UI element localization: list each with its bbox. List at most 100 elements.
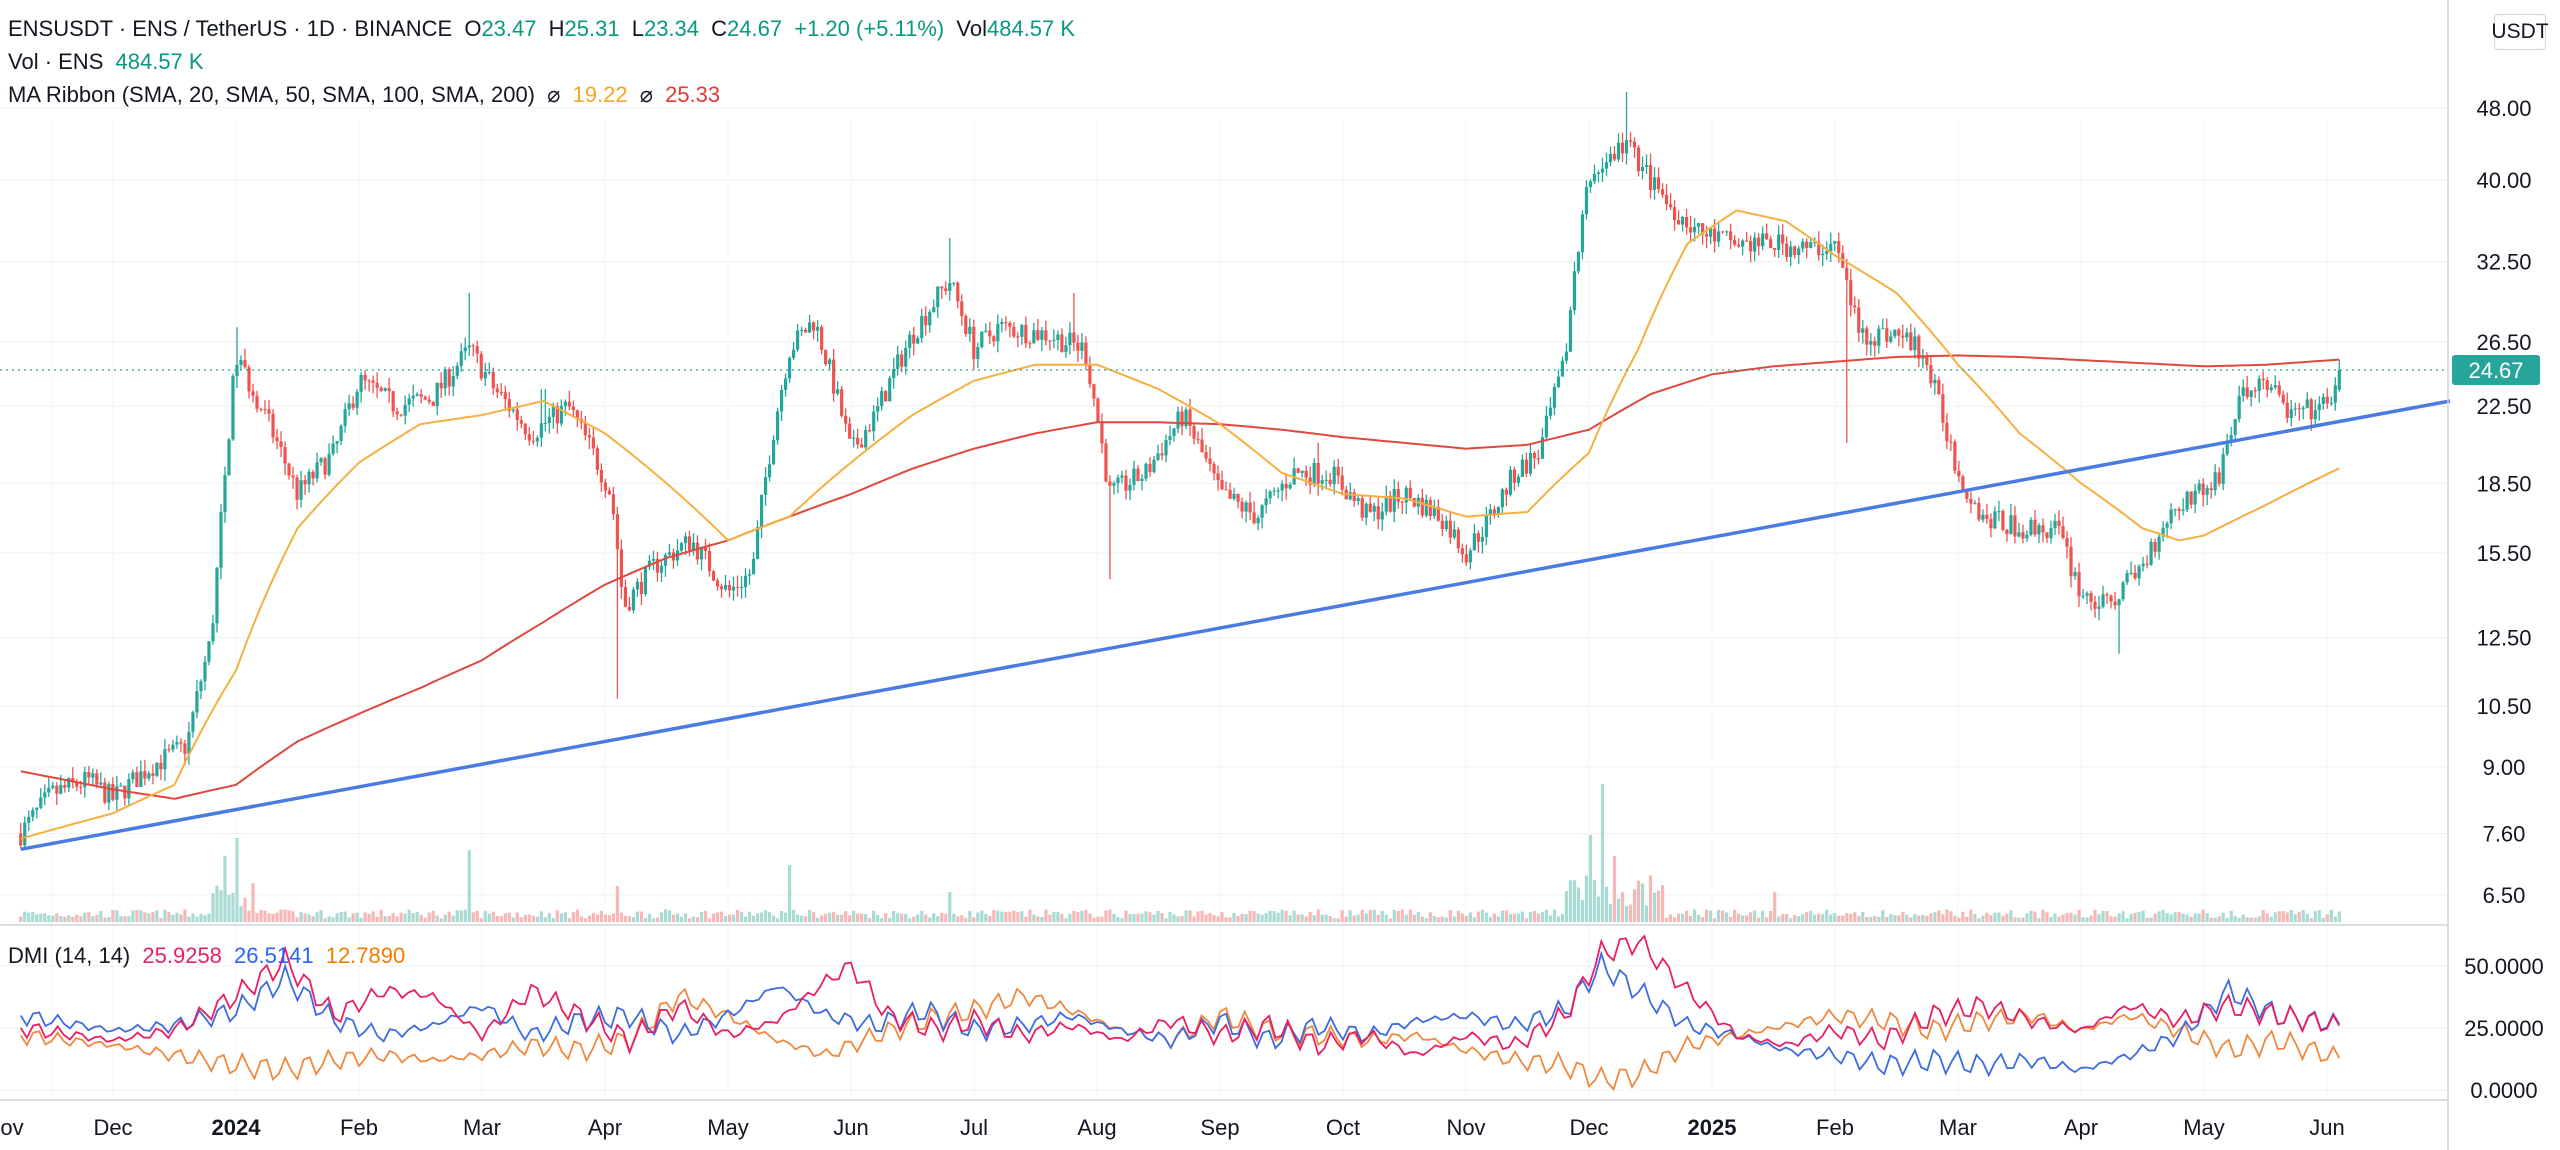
candle-body <box>99 782 103 785</box>
candle <box>856 428 860 449</box>
volume-bar <box>1292 910 1296 922</box>
volume-bar <box>283 909 287 922</box>
candle <box>816 320 820 342</box>
volume-bar <box>1837 915 1841 922</box>
candle-body <box>1328 479 1332 485</box>
candle <box>1080 333 1084 360</box>
candle <box>1088 356 1092 388</box>
candle-body <box>771 440 776 465</box>
volume-bar <box>868 918 872 922</box>
candle-body <box>587 435 591 438</box>
last-price-label: 24.67 <box>2468 358 2523 383</box>
volume-bar <box>1196 911 1200 922</box>
dmi-legend[interactable]: DMI (14, 14) 25.9258 26.5141 12.7890 <box>8 943 411 969</box>
candle <box>1036 319 1040 342</box>
candles[interactable] <box>19 91 2341 850</box>
volume-bar <box>1981 915 1985 922</box>
volume-bar <box>2277 911 2281 922</box>
volume-bar <box>1260 914 1264 922</box>
volume-bar <box>139 910 143 922</box>
candle <box>868 423 872 433</box>
candle-body <box>1396 489 1400 502</box>
volume-bar <box>1757 917 1761 922</box>
candle-body <box>459 351 463 366</box>
candle <box>2133 564 2137 581</box>
close-value: 24.67 <box>727 16 783 41</box>
candle-body <box>511 409 515 411</box>
candle-body <box>1000 322 1004 325</box>
candle-body <box>719 586 724 590</box>
candle-body <box>1076 342 1080 351</box>
candle-body <box>555 405 559 424</box>
volume-bar <box>2261 910 2265 922</box>
candle-body <box>832 359 836 394</box>
volume-bar <box>1632 889 1637 922</box>
candle-body <box>1060 334 1064 353</box>
candle <box>1777 225 1781 258</box>
volume-bar <box>2105 911 2109 922</box>
volume-bar <box>880 918 884 922</box>
candle <box>1072 293 1076 351</box>
symbol-title[interactable]: ENSUSDT · ENS / TetherUS · 1D · BINANCE <box>8 16 453 41</box>
volume-legend[interactable]: Vol · ENS 484.57 K <box>8 49 210 75</box>
volume-bar <box>1624 906 1629 922</box>
volume-bar <box>1833 913 1837 922</box>
candle-body <box>1184 409 1188 427</box>
candle-body <box>1721 231 1725 233</box>
candle-body <box>463 347 467 352</box>
candle <box>195 680 199 719</box>
candle-body <box>339 425 343 442</box>
volume-bar <box>2029 910 2033 922</box>
volume-bar <box>1408 909 1412 922</box>
volume-bar <box>2021 917 2025 922</box>
ma-ribbon-legend[interactable]: MA Ribbon (SMA, 20, SMA, 50, SMA, 100, S… <box>8 82 726 108</box>
candle <box>411 384 415 407</box>
volume-bar <box>2109 916 2113 922</box>
volume-bar <box>2241 914 2245 922</box>
volume-bar <box>1528 912 1533 922</box>
candle-body <box>1220 480 1224 490</box>
candle-body <box>1957 470 1961 477</box>
volume-bar <box>932 913 936 922</box>
candle-body <box>2153 541 2157 552</box>
volume-bar <box>723 915 728 922</box>
volume-bar <box>2089 915 2093 922</box>
volume-bar <box>2133 912 2137 922</box>
candle-body <box>59 785 63 794</box>
volume-bar <box>1212 915 1216 922</box>
volume-bar <box>1384 914 1388 922</box>
candle-body <box>335 441 339 444</box>
volume-bar <box>1532 911 1537 922</box>
volume-bar <box>2273 912 2277 922</box>
candle-body <box>1648 165 1653 190</box>
volume-bar <box>391 913 395 922</box>
volume-bar <box>1672 917 1677 922</box>
volume-bar <box>1404 914 1408 922</box>
volume-bar <box>1244 914 1248 922</box>
candle <box>131 769 135 784</box>
candle <box>743 568 748 598</box>
candle-body <box>1660 189 1665 195</box>
candle-body <box>1484 514 1488 538</box>
candle <box>387 377 391 403</box>
volume-bar <box>1064 918 1068 922</box>
candle-body <box>191 712 195 732</box>
candle-body <box>1092 384 1096 399</box>
candle-body <box>27 816 31 823</box>
volume-bar <box>771 915 776 922</box>
candle-body <box>531 440 535 442</box>
volume-bar <box>727 914 732 922</box>
volume-bar <box>1264 913 1268 922</box>
candle <box>824 349 828 366</box>
adx-line <box>20 987 2341 1092</box>
volume-bar <box>2281 911 2285 922</box>
volume-bar <box>1436 917 1440 922</box>
candle <box>1460 543 1464 563</box>
candle-body <box>1192 426 1196 439</box>
candle <box>31 807 35 822</box>
currency-unit-button[interactable]: USDT <box>2491 14 2549 50</box>
candle <box>443 366 447 397</box>
volume-bar <box>567 918 571 922</box>
candle-body <box>311 471 315 479</box>
